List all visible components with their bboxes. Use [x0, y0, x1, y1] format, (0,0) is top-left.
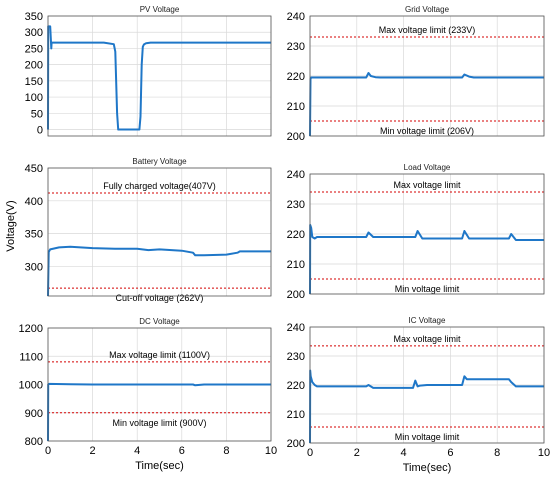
- ic-xtick-label: 2: [354, 447, 360, 459]
- load-ytick-label: 210: [287, 259, 305, 271]
- ic-plot-frame: [309, 326, 545, 444]
- pv-ytick-label: 100: [25, 92, 43, 104]
- ic-ytick-label: 230: [287, 351, 305, 363]
- grid-ref-label: Min voltage limit (206V): [380, 126, 474, 136]
- dc-xtick-label: 0: [45, 445, 51, 457]
- pv-ytick-label: 300: [25, 27, 43, 39]
- load-plot-frame: [309, 173, 545, 295]
- dc-ytick-label: 1000: [19, 380, 43, 392]
- grid-ref-label: Max voltage limit (233V): [379, 25, 476, 35]
- grid-ytick-label: 200: [287, 131, 305, 143]
- grid-plot-frame: [309, 15, 545, 137]
- battery-ytick-label: 300: [25, 261, 43, 273]
- battery-ref-label: Cut-off voltage (262V): [116, 293, 204, 303]
- battery-series-line: [47, 245, 271, 297]
- grid-ytick-label: 240: [287, 11, 305, 23]
- battery-ytick-label: 400: [25, 196, 43, 208]
- dc-ref-label: Max voltage limit (1100V): [109, 350, 210, 360]
- ic-chart: IC Voltage 200 210 220 230 240 0 2 4 6 8 10 Max volt…: [287, 316, 550, 474]
- pv-ytick-label: 0: [37, 125, 43, 137]
- pv-ytick-label: 50: [31, 108, 43, 120]
- ic-xtick-label: 0: [307, 447, 313, 459]
- dc-ytick-label: 800: [25, 436, 43, 448]
- dc-xtick-label: 10: [265, 445, 277, 457]
- pv-ytick-label: 200: [25, 60, 43, 72]
- load-ytick-label: 240: [287, 169, 305, 181]
- ic-ytick-label: 210: [287, 409, 305, 421]
- grid-series-line: [309, 72, 544, 137]
- pv-ytick-label: 250: [25, 43, 43, 55]
- dc-xlabel: Time(sec): [135, 460, 183, 472]
- dc-xtick-label: 8: [223, 445, 229, 457]
- pv-ytick-label: 150: [25, 76, 43, 88]
- grid-title: Grid Voltage: [405, 5, 450, 14]
- ic-xtick-label: 10: [538, 447, 550, 459]
- load-ytick-label: 220: [287, 229, 305, 241]
- grid-ytick-label: 220: [287, 71, 305, 83]
- ic-ytick-label: 220: [287, 380, 305, 392]
- grid-chart: Grid Voltage 200 210 220 230 240 Max voltage l…: [287, 5, 545, 143]
- dc-ytick-label: 900: [25, 408, 43, 420]
- dc-xtick-label: 2: [90, 445, 96, 457]
- dc-title: DC Voltage: [139, 317, 180, 326]
- battery-ytick-label: 450: [25, 163, 43, 175]
- load-ytick-label: 200: [287, 289, 305, 301]
- ic-xtick-label: 8: [494, 447, 500, 459]
- ic-series-line: [309, 369, 544, 444]
- ic-ref-label: Max voltage limit: [393, 334, 461, 344]
- pv-ytick-label: 350: [25, 11, 43, 23]
- pv-chart: PV Voltage 0 50 100 150 200 250 300 350: [25, 5, 272, 137]
- load-ref-label: Max voltage limit: [393, 180, 461, 190]
- battery-title: Battery Voltage: [132, 157, 187, 166]
- ic-ytick-label: 200: [287, 438, 305, 450]
- ic-xlabel: Time(sec): [403, 462, 451, 474]
- dc-ref-label: Min voltage limit (900V): [112, 418, 206, 428]
- grid-ytick-label: 210: [287, 101, 305, 113]
- load-ref-label: Min voltage limit: [395, 284, 460, 294]
- dc-series-line: [47, 382, 271, 442]
- grid-ytick-label: 230: [287, 41, 305, 53]
- load-ytick-label: 230: [287, 199, 305, 211]
- ic-ytick-label: 240: [287, 322, 305, 334]
- dc-chart: DC Voltage 800 900 1000 1100 1200 0 2 4 6 8 10 Max v…: [19, 317, 278, 472]
- pv-title: PV Voltage: [140, 5, 180, 14]
- pv-series-line: [47, 25, 271, 131]
- dc-xtick-label: 4: [134, 445, 140, 457]
- ic-title: IC Voltage: [409, 316, 446, 325]
- pv-plot-frame: [47, 15, 272, 137]
- battery-ylabel: Voltage(V): [5, 200, 17, 251]
- load-series-line: [309, 224, 544, 295]
- ic-ref-label: Min voltage limit: [395, 432, 460, 442]
- dc-xtick-label: 6: [179, 445, 185, 457]
- load-chart: Load Voltage 200 210 220 230 240 Max voltage l…: [287, 163, 545, 301]
- battery-ref-label: Fully charged voltage(407V): [103, 181, 216, 191]
- ic-xtick-label: 4: [401, 447, 407, 459]
- battery-ytick-label: 350: [25, 229, 43, 241]
- load-title: Load Voltage: [404, 163, 451, 172]
- dc-plot-frame: [47, 327, 272, 442]
- battery-chart: Battery Voltage 300 350 400 450 Fully charged…: [5, 157, 272, 303]
- dc-ytick-label: 1100: [19, 351, 43, 363]
- ic-xtick-label: 6: [447, 447, 453, 459]
- battery-plot-frame: [47, 167, 272, 297]
- dc-ytick-label: 1200: [19, 323, 43, 335]
